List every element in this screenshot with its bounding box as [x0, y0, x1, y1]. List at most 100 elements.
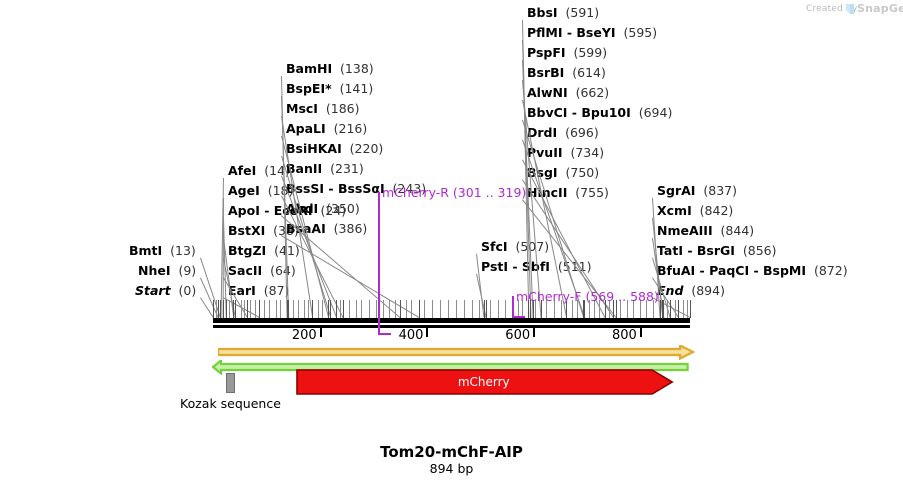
cut-site-tick: [599, 300, 601, 318]
restriction-site-label[interactable]: ApaLI (216): [286, 122, 367, 135]
cut-site-tick: [540, 300, 542, 318]
primer-label-mcherry-r[interactable]: mCherry-R (301 .. 319): [382, 186, 526, 199]
enzyme-position: (614): [564, 65, 606, 80]
restriction-site-label[interactable]: SfcI (507): [481, 240, 549, 253]
restriction-site-label[interactable]: TatI - BsrGI (856): [657, 244, 776, 257]
sequence-length: 894 bp: [429, 461, 474, 476]
restriction-site-label[interactable]: BbsI (591): [527, 6, 599, 19]
sequence-terminus-label: Start: [135, 283, 171, 298]
cut-site-tick: [626, 300, 628, 318]
cut-site-tick: [229, 300, 230, 318]
enzyme-name: PstI - SbfI: [481, 259, 550, 274]
cut-site-tick: [431, 300, 433, 318]
cut-site-tick: [686, 300, 688, 318]
cut-site-tick: [505, 300, 507, 318]
enzyme-name: DrdI: [527, 125, 558, 140]
enzyme-name: BsiHKAI: [286, 141, 342, 156]
cut-site-tick: [286, 300, 288, 318]
restriction-site-label[interactable]: DrdI (696): [527, 126, 599, 139]
cut-site-tick: [619, 300, 621, 318]
restriction-site-label[interactable]: BspEI* (141): [286, 82, 373, 95]
ruler-tick-200: [319, 328, 322, 337]
cut-site-tick: [368, 300, 370, 318]
restriction-site-label[interactable]: PvuII (734): [527, 146, 604, 159]
restriction-site-label[interactable]: EarI (87): [228, 284, 289, 297]
restriction-site-label[interactable]: Start (0): [135, 284, 196, 297]
enzyme-name: BssSI - BssSαI: [286, 181, 385, 196]
cut-site-tick: [662, 300, 664, 318]
ruler-label-400: 400: [398, 328, 424, 343]
enzyme-name: BtgZI: [228, 243, 267, 258]
enzyme-name: SfcI: [481, 239, 508, 254]
primer-range: (301 .. 319): [448, 185, 527, 200]
restriction-site-label[interactable]: BbvCI - Bpu10I (694): [527, 106, 672, 119]
cut-site-tick: [663, 300, 665, 318]
cut-site-tick: [545, 300, 547, 318]
cut-site-tick: [447, 300, 449, 318]
enzyme-position: (216): [325, 121, 368, 136]
restriction-site-label[interactable]: BsiHKAI (220): [286, 142, 383, 155]
cut-site-tick: [613, 300, 615, 318]
feature-mcherry-arrow[interactable]: [295, 369, 676, 395]
restriction-site-label[interactable]: BfuAI - PaqCI - BspMI (872): [657, 264, 848, 277]
enzyme-position: (599): [565, 45, 608, 60]
cut-site-tick: [307, 300, 309, 318]
restriction-site-label[interactable]: BtgZI (41): [228, 244, 300, 257]
ruler-tick-600: [533, 328, 536, 337]
cut-site-tick: [589, 300, 591, 318]
cut-site-tick: [566, 300, 568, 318]
enzyme-name: BamHI: [286, 61, 333, 76]
enzyme-position: (141): [331, 81, 374, 96]
cut-site-tick: [455, 300, 457, 318]
enzyme-name: NheI: [138, 263, 171, 278]
cut-site-tick: [328, 300, 330, 318]
kozak-sequence-label: Kozak sequence: [180, 396, 281, 411]
ruler-label-800: 800: [612, 328, 637, 343]
restriction-site-label[interactable]: BamHI (138): [286, 62, 374, 75]
cut-site-tick: [497, 300, 499, 318]
restriction-site-label[interactable]: BanII (231): [286, 162, 364, 175]
restriction-site-label[interactable]: AlwNI (662): [527, 86, 609, 99]
restriction-site-label[interactable]: PspFI (599): [527, 46, 607, 59]
primer-label-mcherry-f[interactable]: mCherry-F (569 .. 588): [516, 290, 659, 303]
enzyme-position: (837): [695, 183, 738, 198]
cut-site-tick: [336, 300, 338, 318]
enzyme-position: (9): [170, 263, 197, 278]
cut-site-tick: [678, 300, 680, 318]
cut-site-tick: [339, 300, 341, 318]
restriction-site-label[interactable]: MscI (186): [286, 102, 360, 115]
restriction-site-label[interactable]: XcmI (842): [657, 204, 733, 217]
primer-name: mCherry-F: [516, 289, 582, 304]
restriction-site-label[interactable]: BsrBI (614): [527, 66, 606, 79]
enzyme-position: (350): [318, 201, 360, 216]
restriction-site-label[interactable]: NheI (9): [138, 264, 196, 277]
cut-site-tick: [522, 300, 524, 318]
cut-site-tick: [217, 300, 219, 318]
enzyme-name: PvuII: [527, 145, 563, 160]
cut-site-tick: [269, 300, 271, 318]
restriction-site-label[interactable]: SacII (64): [228, 264, 296, 277]
cut-site-tick: [349, 300, 351, 318]
restriction-site-label[interactable]: BmtI (13): [129, 244, 196, 257]
restriction-site-label[interactable]: End (894): [657, 284, 725, 297]
enzyme-position: (694): [630, 105, 673, 120]
restriction-site-label[interactable]: SgrAI (837): [657, 184, 737, 197]
restriction-site-label[interactable]: PflMI - BseYI (595): [527, 26, 657, 39]
snapgene-logo-icon: [846, 4, 854, 14]
enzyme-name: SacII: [228, 263, 263, 278]
primer-mcherry-r-tail: [378, 333, 391, 335]
cut-site-tick: [233, 300, 235, 318]
feature-mcherry-label: mCherry: [457, 375, 510, 389]
cut-site-tick: [355, 300, 357, 318]
cut-site-tick: [259, 300, 261, 318]
enzyme-name: AgeI: [228, 183, 260, 198]
restriction-site-label[interactable]: BssSI - BssSαI (243): [286, 182, 426, 195]
ruler-tick-400: [426, 328, 429, 337]
cut-site-tick: [399, 300, 401, 318]
restriction-site-label[interactable]: NmeAIII (844): [657, 224, 754, 237]
cut-site-tick: [560, 300, 562, 318]
enzyme-name: TatI - BsrGI: [657, 243, 735, 258]
ruler-label-200: 200: [291, 328, 317, 343]
cut-site-tick: [682, 300, 684, 318]
cut-site-tick: [322, 300, 324, 318]
